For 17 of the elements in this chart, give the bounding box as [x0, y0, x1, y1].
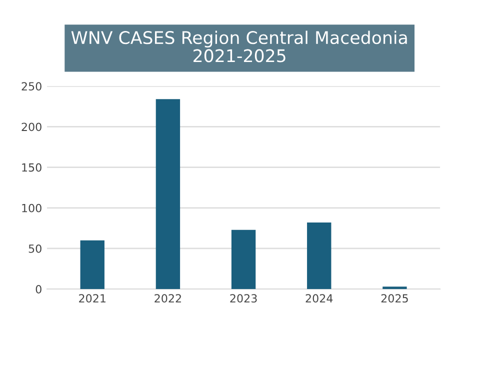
- bar: [382, 286, 407, 290]
- x-tick-label: 2021: [79, 294, 106, 303]
- y-tick-label: 50: [28, 244, 42, 253]
- y-tick-label: 250: [22, 82, 42, 91]
- bar: [231, 230, 256, 290]
- x-tick-label: 2022: [154, 294, 181, 303]
- y-tick-label: 0: [36, 285, 42, 294]
- bar: [80, 240, 104, 290]
- x-tick-label: 2024: [306, 294, 333, 303]
- y-tick-label: 150: [22, 163, 42, 172]
- bar: [307, 222, 332, 290]
- x-tick-label: 2025: [381, 294, 408, 303]
- y-tick-label: 100: [22, 204, 42, 212]
- y-tick-label: 200: [22, 122, 42, 132]
- bar: [156, 99, 180, 290]
- chart-title: WNV CASES Region Central Macedonia 2021-2025: [71, 30, 407, 62]
- x-tick-label: 2023: [230, 294, 257, 303]
